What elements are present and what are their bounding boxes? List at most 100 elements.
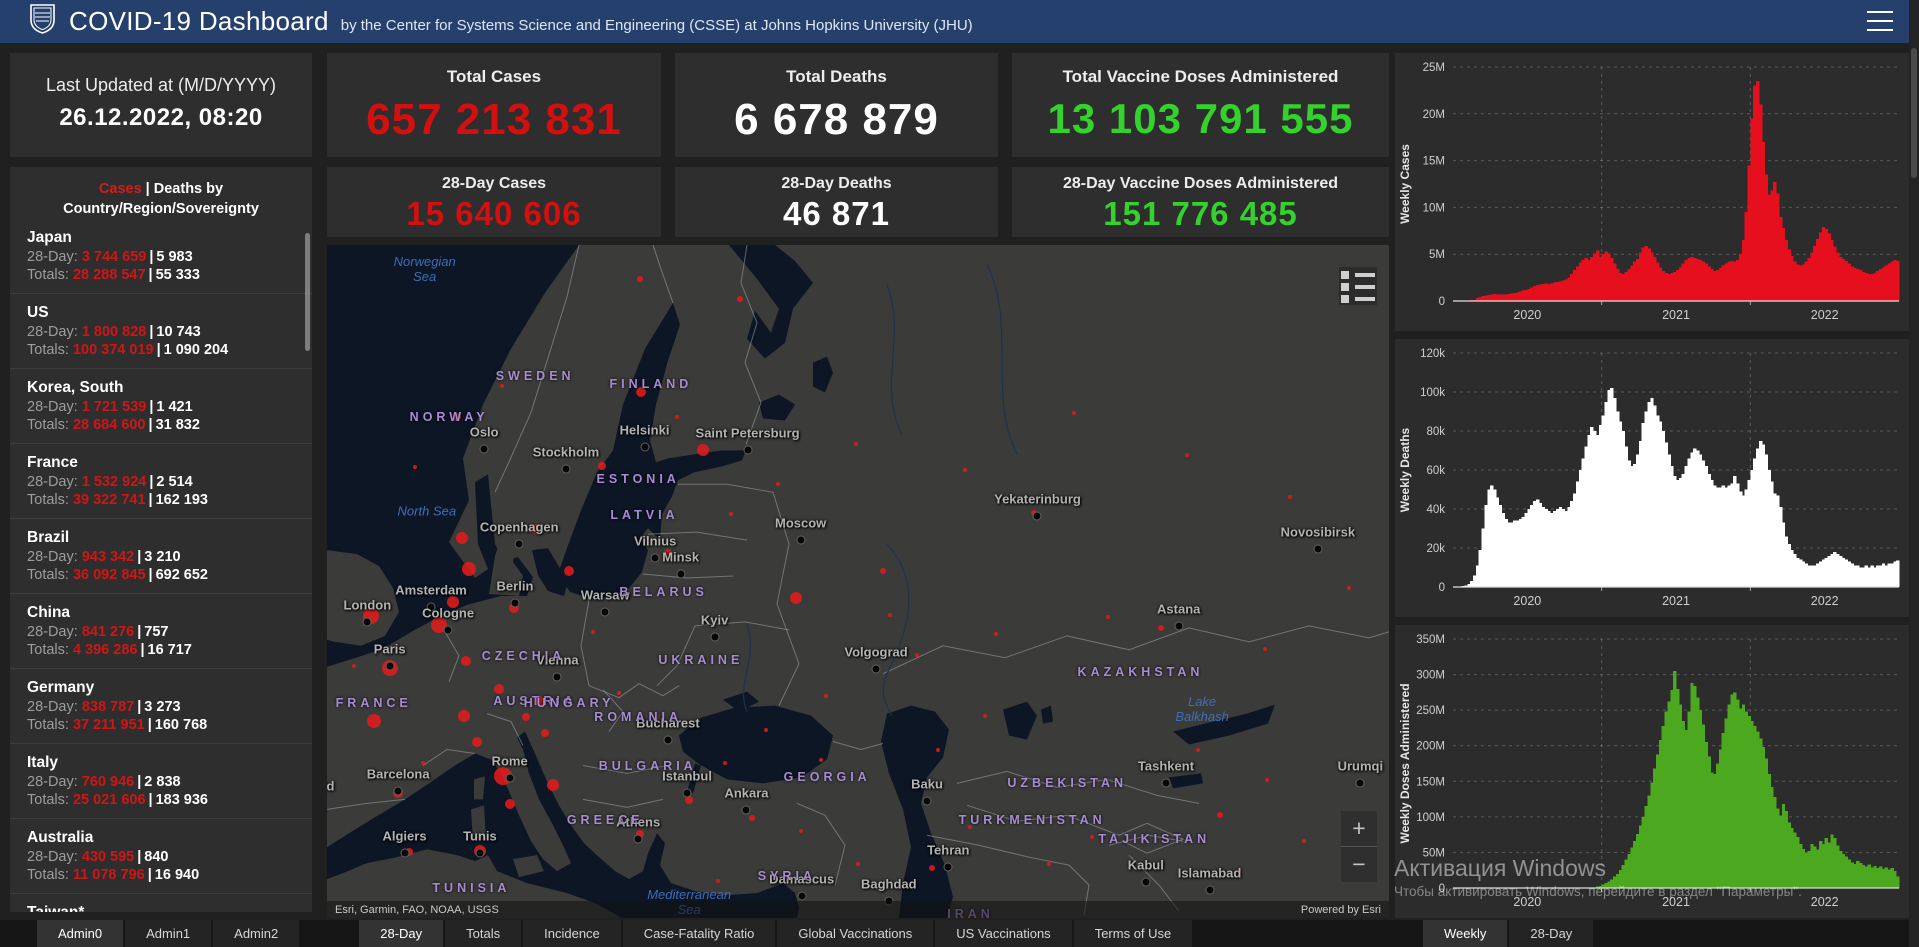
case-dot[interactable] xyxy=(856,862,860,867)
tab-right-28-day[interactable]: 28-Day xyxy=(1509,920,1594,947)
country-row[interactable]: Germany 28-Day: 838 787 | 3 273 Totals: 37 2… xyxy=(10,668,312,743)
case-dot[interactable] xyxy=(1217,812,1224,819)
case-dot[interactable] xyxy=(521,713,530,722)
country-row[interactable]: France 28-Day: 1 532 924 | 2 514 Totals: 39 … xyxy=(10,443,312,518)
case-dot[interactable] xyxy=(547,778,560,791)
case-dot[interactable] xyxy=(564,566,575,577)
case-dot[interactable] xyxy=(853,442,858,447)
zoom-in-button[interactable]: + xyxy=(1352,815,1366,841)
case-dot[interactable] xyxy=(963,468,968,473)
weekly-deaths-chart[interactable]: 0 20k 40k 60k 80k 100k 120k 2020 2021 2022 Weekly … xyxy=(1395,339,1909,617)
country-row[interactable]: Taiwan*28-Day: 427 249|865Totals: 8 699 … xyxy=(10,893,312,912)
case-dot[interactable] xyxy=(366,713,381,728)
zoom-out-button[interactable]: − xyxy=(1341,846,1377,882)
tab-right-weekly[interactable]: Weekly xyxy=(1423,920,1508,947)
menu-icon[interactable] xyxy=(1867,11,1893,31)
case-dot[interactable] xyxy=(420,761,425,766)
case-dot[interactable] xyxy=(994,631,999,636)
case-dot[interactable] xyxy=(880,567,887,574)
case-dot[interactable] xyxy=(715,878,720,883)
case-dot[interactable] xyxy=(570,660,575,665)
case-dot[interactable] xyxy=(413,465,418,470)
case-dot[interactable] xyxy=(818,757,823,762)
case-dot[interactable] xyxy=(530,524,541,534)
case-dot[interactable] xyxy=(500,384,505,389)
case-dot[interactable] xyxy=(636,829,645,838)
case-dot[interactable] xyxy=(461,655,472,666)
case-dot[interactable] xyxy=(617,690,622,695)
case-dot[interactable] xyxy=(462,562,477,577)
country-row[interactable]: Australia 28-Day: 430 595 | 840 Totals: 11 0… xyxy=(10,818,312,893)
case-dot[interactable] xyxy=(798,828,803,833)
country-row[interactable]: China 28-Day: 841 276 | 757 Totals: 4 396 28… xyxy=(10,593,312,668)
case-dot[interactable] xyxy=(452,413,461,422)
case-dot[interactable] xyxy=(675,414,680,419)
case-dot[interactable] xyxy=(508,603,519,614)
case-dot[interactable] xyxy=(654,717,659,722)
case-dot[interactable] xyxy=(457,710,470,723)
tab-case-fatality-ratio[interactable]: Case-Fatality Ratio xyxy=(622,920,776,947)
map-legend-button[interactable] xyxy=(1339,267,1377,305)
case-dot[interactable] xyxy=(590,629,595,634)
country-row[interactable]: Brazil 28-Day: 943 342 | 3 210 Totals: 36 09… xyxy=(10,518,312,593)
case-dot[interactable] xyxy=(967,825,972,830)
case-dot[interactable] xyxy=(494,684,505,695)
case-dot[interactable] xyxy=(748,814,755,821)
case-dot[interactable] xyxy=(1157,624,1164,631)
case-dot[interactable] xyxy=(790,591,803,604)
case-dot[interactable] xyxy=(351,663,356,668)
case-dot[interactable] xyxy=(1047,862,1052,867)
case-dot[interactable] xyxy=(776,481,781,486)
case-dot[interactable] xyxy=(637,276,644,283)
tab-incidence[interactable]: Incidence xyxy=(523,920,621,947)
case-dot[interactable] xyxy=(1302,838,1307,843)
case-dot[interactable] xyxy=(471,736,482,747)
case-dot[interactable] xyxy=(1346,586,1351,591)
country-row[interactable]: Korea, South 28-Day: 1 721 539 | 1 421 Total… xyxy=(10,368,312,443)
case-dot[interactable] xyxy=(915,652,920,657)
case-dot[interactable] xyxy=(824,693,829,698)
case-dot[interactable] xyxy=(1238,868,1243,873)
case-dot[interactable] xyxy=(737,295,744,302)
case-dot[interactable] xyxy=(696,444,709,457)
tab-admin1[interactable]: Admin1 xyxy=(125,920,212,947)
world-map[interactable]: Oslo Helsinki Saint Petersburg Stockholm Cop… xyxy=(327,245,1389,918)
case-dot[interactable] xyxy=(1288,495,1293,500)
country-row[interactable]: Italy 28-Day: 760 946 | 2 838 Totals: 25 021… xyxy=(10,743,312,818)
case-dot[interactable] xyxy=(685,796,694,805)
case-dot[interactable] xyxy=(1185,452,1190,457)
tab-totals[interactable]: Totals xyxy=(445,920,522,947)
case-dot[interactable] xyxy=(598,462,607,471)
case-dot[interactable] xyxy=(1105,615,1110,620)
case-dot[interactable] xyxy=(504,799,515,810)
case-dot[interactable] xyxy=(540,728,549,737)
tab-us-vaccinations[interactable]: US Vaccinations xyxy=(935,920,1072,947)
case-dot[interactable] xyxy=(663,549,672,558)
case-dot[interactable] xyxy=(1195,747,1200,752)
tab-global-vaccinations[interactable]: Global Vaccinations xyxy=(777,920,934,947)
case-dot[interactable] xyxy=(728,512,733,517)
country-list-panel[interactable]: Cases | Deaths by Country/Region/Soverei… xyxy=(10,167,312,912)
case-dot[interactable] xyxy=(983,714,988,719)
tab-28-day[interactable]: 28-Day xyxy=(359,920,444,947)
case-dot[interactable] xyxy=(534,696,545,707)
tab-admin2[interactable]: Admin2 xyxy=(213,920,300,947)
case-dot[interactable] xyxy=(723,761,728,766)
case-dot[interactable] xyxy=(447,596,460,609)
case-dot[interactable] xyxy=(1264,778,1269,783)
weekly-cases-chart[interactable]: 0 5M 10M 15M 20M 25M 2020 2021 2022 Weekly Cases xyxy=(1395,53,1909,331)
case-dot[interactable] xyxy=(1089,835,1094,840)
case-dot[interactable] xyxy=(887,613,892,618)
case-dot[interactable] xyxy=(636,386,647,397)
weekly-doses-chart[interactable]: 0 50M 100M 150M 200M 250M 300M 350M 2020 2021 2022… xyxy=(1395,625,1909,918)
country-row[interactable]: US 28-Day: 1 800 828 | 10 743 Totals: 100 37… xyxy=(10,293,312,368)
list-scrollbar[interactable] xyxy=(305,233,310,351)
case-dot[interactable] xyxy=(929,864,936,871)
tab-terms-of-use[interactable]: Terms of Use xyxy=(1073,920,1193,947)
country-row[interactable]: Japan 28-Day: 3 744 659 | 5 983 Totals: 28 2… xyxy=(10,219,312,293)
case-dot[interactable] xyxy=(430,616,447,633)
tab-admin0[interactable]: Admin0 xyxy=(37,920,124,947)
case-dot[interactable] xyxy=(1071,411,1076,416)
page-scrollbar[interactable] xyxy=(1909,0,1919,947)
case-dot[interactable] xyxy=(763,727,768,732)
